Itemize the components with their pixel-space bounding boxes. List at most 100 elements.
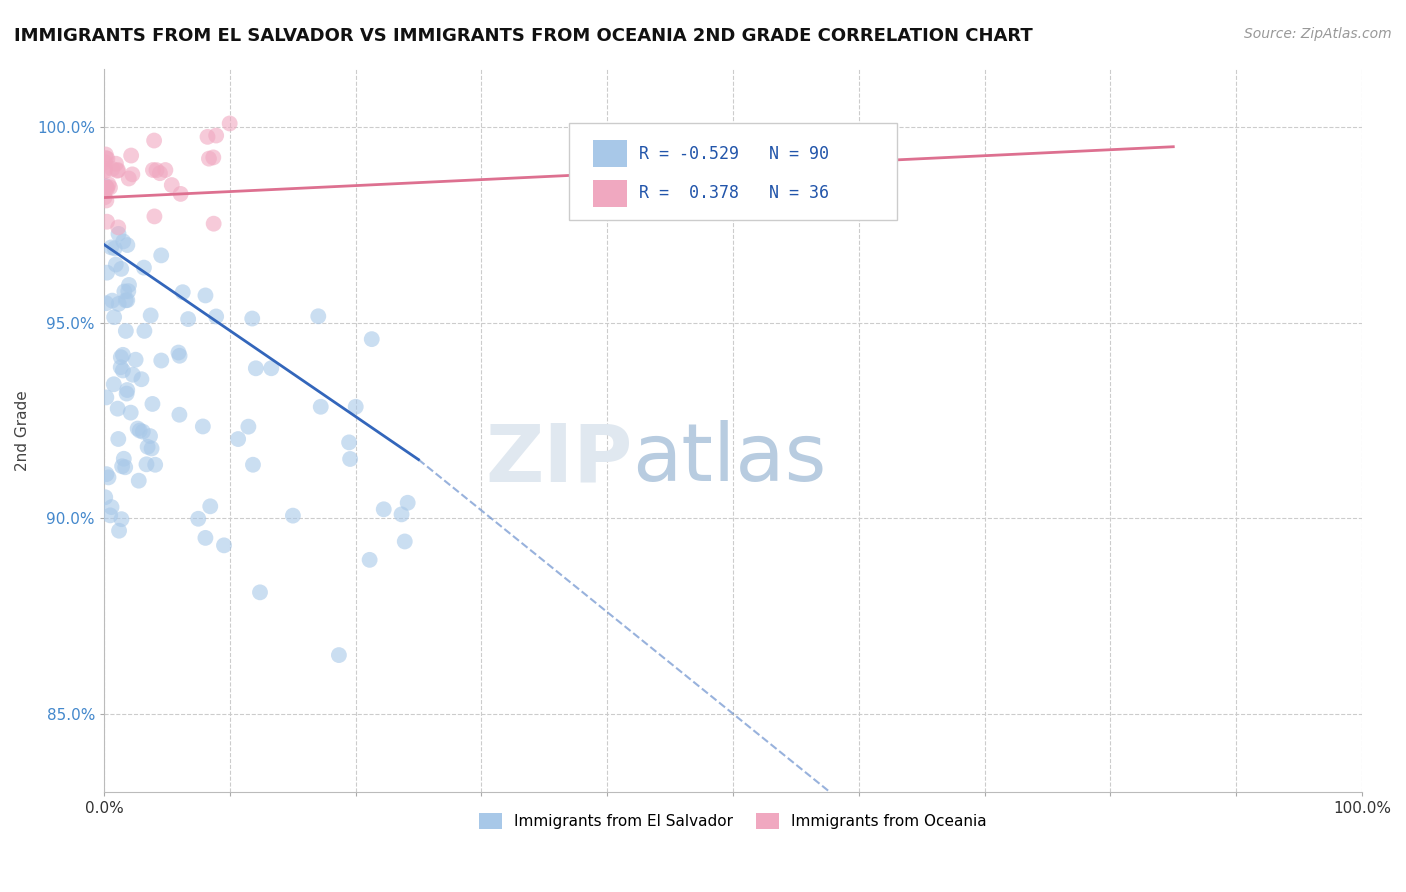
Point bbox=[128, 424, 150, 438]
FancyBboxPatch shape bbox=[593, 140, 627, 167]
Point bbox=[328, 648, 350, 662]
Point bbox=[142, 163, 165, 178]
Point bbox=[94, 151, 117, 165]
Point bbox=[191, 419, 214, 434]
Point bbox=[337, 435, 360, 450]
Point bbox=[394, 534, 416, 549]
Point bbox=[132, 425, 155, 439]
Point bbox=[169, 408, 191, 422]
Text: atlas: atlas bbox=[633, 420, 827, 498]
Point bbox=[107, 401, 129, 416]
Point bbox=[128, 474, 150, 488]
Point bbox=[202, 150, 225, 164]
Point bbox=[96, 194, 118, 208]
Point bbox=[94, 178, 117, 193]
Point bbox=[281, 508, 304, 523]
Point bbox=[238, 419, 260, 434]
Point bbox=[155, 163, 177, 178]
Point bbox=[124, 352, 146, 367]
Point bbox=[360, 332, 382, 346]
Point bbox=[134, 324, 156, 338]
Point bbox=[118, 277, 141, 292]
Point bbox=[96, 266, 118, 280]
Point bbox=[107, 297, 129, 311]
Point bbox=[94, 490, 117, 504]
Point bbox=[260, 361, 283, 376]
Point bbox=[309, 400, 332, 414]
Point bbox=[100, 500, 122, 515]
Point bbox=[107, 227, 129, 241]
Point bbox=[160, 178, 183, 192]
Point bbox=[139, 429, 162, 443]
Point bbox=[391, 508, 413, 522]
Point bbox=[94, 161, 117, 176]
FancyBboxPatch shape bbox=[593, 180, 627, 207]
Point bbox=[94, 155, 117, 169]
Point bbox=[112, 451, 135, 466]
Point bbox=[112, 285, 135, 299]
Point bbox=[117, 238, 139, 252]
Point bbox=[143, 134, 166, 148]
Point bbox=[205, 128, 228, 143]
Point bbox=[150, 353, 173, 368]
Point bbox=[117, 383, 139, 397]
Point bbox=[205, 310, 228, 324]
Point bbox=[94, 181, 117, 195]
Point bbox=[169, 186, 191, 201]
Point bbox=[127, 421, 149, 435]
Point bbox=[396, 496, 419, 510]
Point bbox=[307, 310, 329, 324]
Point bbox=[110, 261, 132, 276]
Point bbox=[110, 512, 132, 526]
Point bbox=[108, 524, 131, 538]
Point bbox=[96, 215, 118, 229]
Point bbox=[149, 166, 172, 180]
Point bbox=[145, 163, 167, 178]
Point bbox=[120, 406, 142, 420]
Point bbox=[132, 260, 155, 275]
Point bbox=[226, 432, 249, 446]
Point bbox=[218, 116, 240, 130]
FancyBboxPatch shape bbox=[569, 123, 897, 220]
Point bbox=[198, 152, 221, 166]
Point bbox=[121, 167, 143, 181]
Point bbox=[131, 372, 153, 386]
Point bbox=[197, 129, 219, 144]
Point bbox=[143, 458, 166, 472]
Point bbox=[112, 235, 135, 249]
Point bbox=[94, 147, 117, 161]
Point bbox=[339, 452, 361, 467]
Point bbox=[143, 210, 166, 224]
Point bbox=[94, 164, 117, 178]
Text: Source: ZipAtlas.com: Source: ZipAtlas.com bbox=[1244, 27, 1392, 41]
Point bbox=[115, 324, 138, 338]
Point bbox=[194, 288, 217, 302]
Y-axis label: 2nd Grade: 2nd Grade bbox=[15, 390, 30, 471]
Point bbox=[200, 500, 222, 514]
Point bbox=[96, 152, 118, 166]
Point bbox=[139, 309, 162, 323]
Point bbox=[103, 310, 125, 325]
Point bbox=[110, 350, 132, 364]
Point bbox=[97, 470, 120, 484]
Point bbox=[117, 293, 139, 308]
Point bbox=[187, 512, 209, 526]
Point bbox=[141, 397, 163, 411]
Point bbox=[97, 178, 120, 192]
Point bbox=[121, 368, 143, 382]
Point bbox=[249, 585, 271, 599]
Point bbox=[114, 293, 136, 308]
Point bbox=[105, 163, 128, 178]
Point bbox=[177, 312, 200, 326]
Point bbox=[103, 377, 125, 392]
Point bbox=[172, 285, 194, 300]
Point bbox=[359, 553, 381, 567]
Point bbox=[114, 460, 136, 475]
Point bbox=[110, 360, 132, 375]
Point bbox=[101, 161, 124, 176]
Text: R = -0.529   N = 90: R = -0.529 N = 90 bbox=[638, 145, 828, 162]
Point bbox=[242, 458, 264, 472]
Point bbox=[150, 248, 173, 262]
Point bbox=[136, 440, 159, 454]
Point bbox=[107, 432, 129, 446]
